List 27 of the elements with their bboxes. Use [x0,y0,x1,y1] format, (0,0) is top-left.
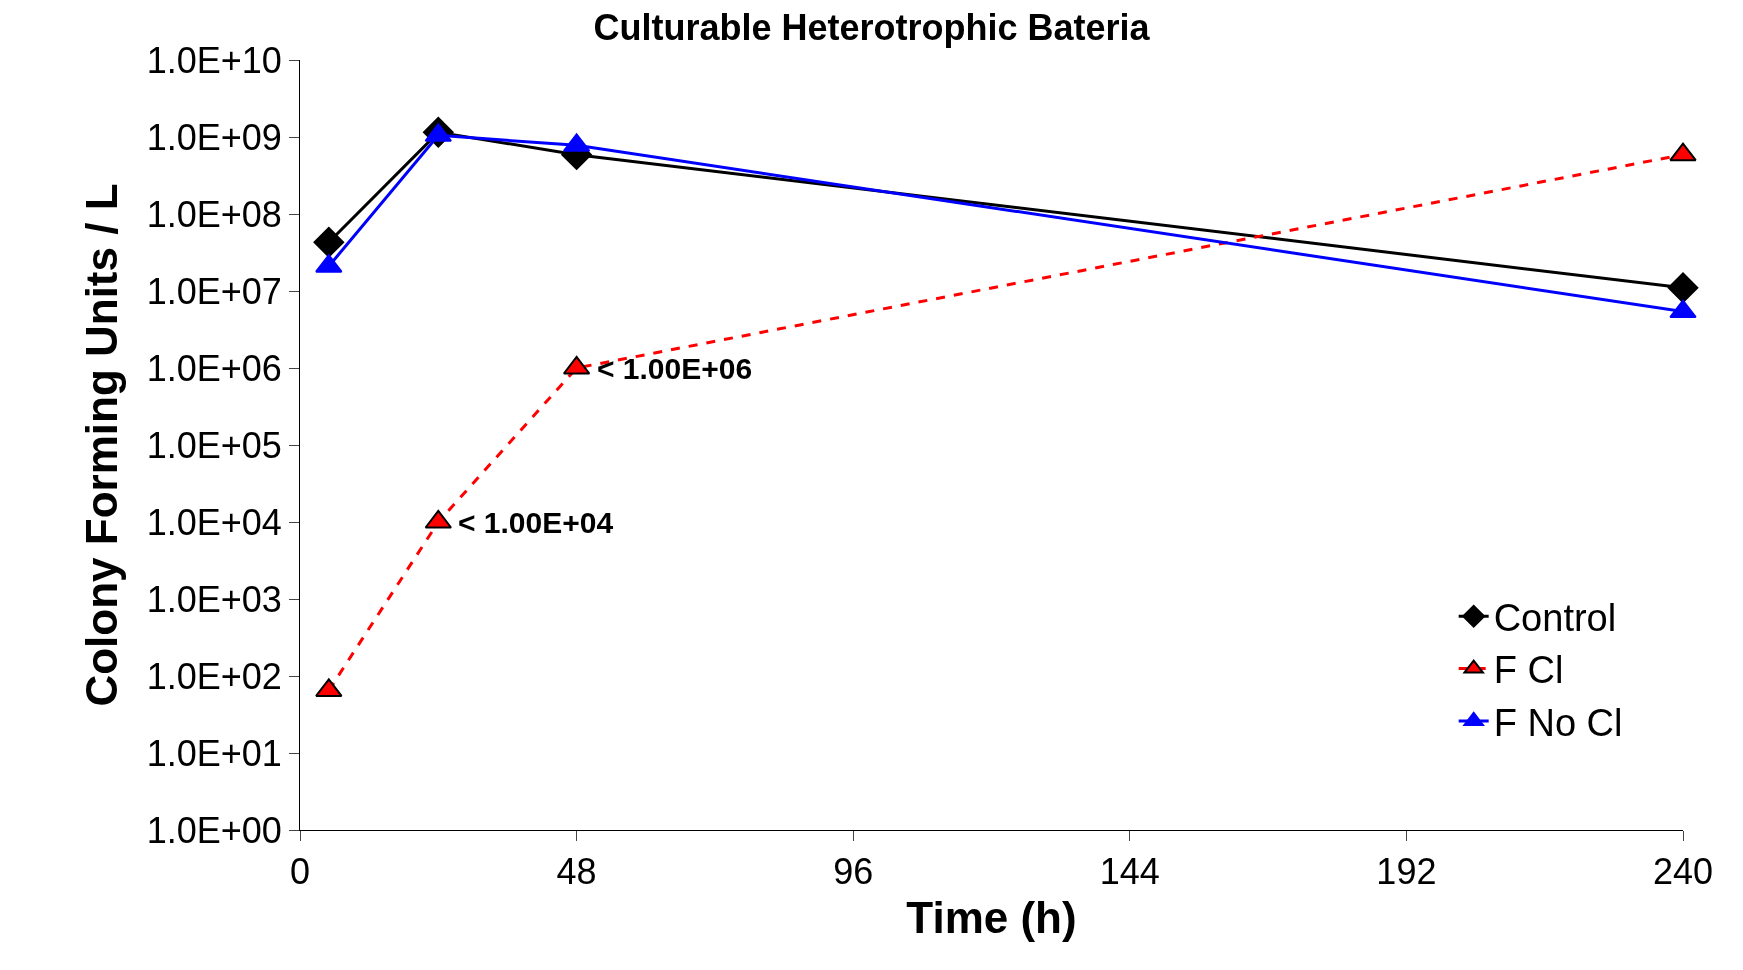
x-tick-label: 96 [833,851,874,893]
y-tick-label: 1.0E+08 [146,193,282,235]
x-tick-label: 0 [289,851,311,893]
y-tick-label: 1.0E+02 [146,655,282,697]
x-axis-title: Time (h) [906,892,1077,942]
y-axis-title: Colony Forming Units / L [76,183,126,707]
x-tick-label: 144 [1099,851,1160,893]
y-tick-label: 1.0E+06 [146,347,282,389]
x-tick-label: 192 [1376,851,1437,893]
y-tick-label: 1.0E+07 [146,270,282,312]
legend-label: F Cl [1493,649,1564,692]
y-tick-label: 1.0E+00 [146,809,282,851]
y-tick-label: 1.0E+10 [146,39,282,81]
point [1669,142,1697,162]
x-tick-label: 240 [1652,851,1714,893]
y-tick-label: 1.0E+01 [146,732,282,774]
legend-label: Control [1493,597,1617,640]
y-tick-label: 1.0E+05 [146,424,282,466]
y-tick-label: 1.0E+04 [146,501,282,543]
y-tick-label: 1.0E+03 [146,578,282,620]
x-tick-label: 48 [556,851,597,893]
point [1669,299,1697,319]
chart-title: Culturable Heterotrophic Bateria [593,6,1151,48]
annotation: < 1.00E+06 [597,352,753,385]
legend-label: F No Cl [1493,701,1623,744]
annotation: < 1.00E+04 [458,506,614,539]
y-tick-label: 1.0E+09 [146,116,282,158]
